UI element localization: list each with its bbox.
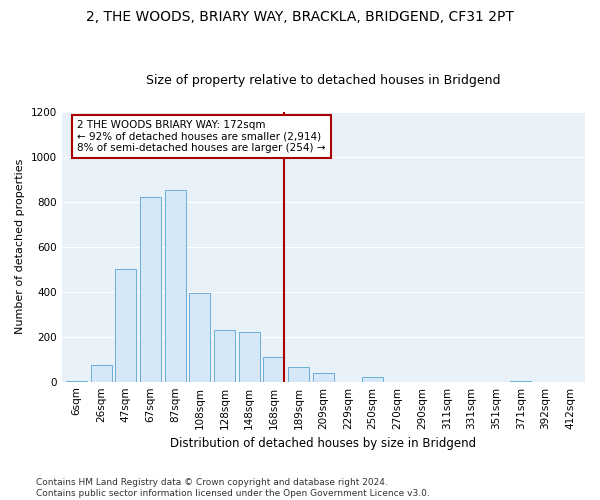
Bar <box>239 332 260 382</box>
Bar <box>140 197 161 382</box>
Text: 2, THE WOODS, BRIARY WAY, BRACKLA, BRIDGEND, CF31 2PT: 2, THE WOODS, BRIARY WAY, BRACKLA, BRIDG… <box>86 10 514 24</box>
X-axis label: Distribution of detached houses by size in Bridgend: Distribution of detached houses by size … <box>170 437 476 450</box>
Y-axis label: Number of detached properties: Number of detached properties <box>15 159 25 334</box>
Bar <box>263 357 284 382</box>
Bar <box>165 190 186 382</box>
Bar <box>66 380 87 382</box>
Text: 2 THE WOODS BRIARY WAY: 172sqm
← 92% of detached houses are smaller (2,914)
8% o: 2 THE WOODS BRIARY WAY: 172sqm ← 92% of … <box>77 120 326 153</box>
Bar <box>362 377 383 382</box>
Title: Size of property relative to detached houses in Bridgend: Size of property relative to detached ho… <box>146 74 500 87</box>
Text: Contains HM Land Registry data © Crown copyright and database right 2024.
Contai: Contains HM Land Registry data © Crown c… <box>36 478 430 498</box>
Bar <box>313 372 334 382</box>
Bar <box>214 330 235 382</box>
Bar <box>288 367 309 382</box>
Bar <box>115 269 136 382</box>
Bar <box>190 293 211 382</box>
Bar <box>91 365 112 382</box>
Bar <box>511 380 532 382</box>
